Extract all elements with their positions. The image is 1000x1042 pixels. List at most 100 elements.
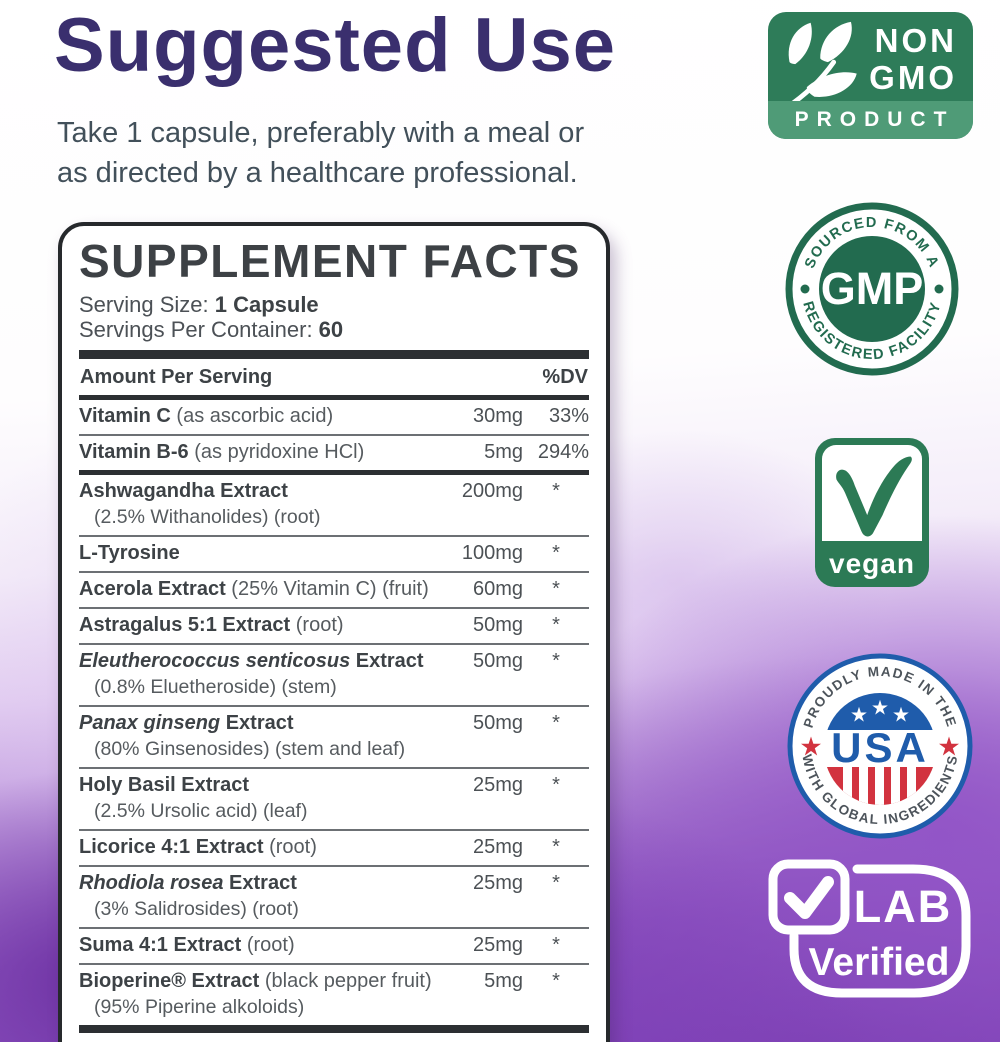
ingredient-name-line: Panax ginseng Extract (79, 711, 294, 734)
supplement-facts-panel: SUPPLEMENT FACTS Serving Size: 1 Capsule… (58, 222, 610, 1042)
facts-table: Vitamin C (as ascorbic acid) 30mg 33% Vi… (79, 400, 589, 1025)
table-row: Acerola Extract (25% Vitamin C) (fruit) … (79, 573, 589, 609)
ingredient-dv: 33% (548, 404, 589, 427)
table-row: Licorice 4:1 Extract (root) 25mg * (79, 831, 589, 867)
divider-medium (79, 394, 589, 400)
ingredient-name: Licorice 4:1 Extract (root) (79, 836, 437, 859)
ingredient-amount: 50mg (472, 711, 523, 734)
gmp-badge: SOURCED FROM A REGISTERED FACILITY GMP (785, 202, 959, 376)
table-row: Suma 4:1 Extract (root) 25mg * (79, 929, 589, 965)
ingredient-name: Rhodiola rosea Extract (3% Salidrosides)… (79, 872, 437, 921)
ingredient-dv: * (552, 773, 560, 796)
facts-title: SUPPLEMENT FACTS (79, 235, 581, 287)
verified-text: Verified (809, 941, 950, 984)
suggested-use-line2: as directed by a healthcare professional… (57, 157, 578, 189)
made-in-usa-badge: USA PROUDLY MADE IN THE WITH GLOBAL INGR… (787, 653, 973, 839)
ingredient-dv: * (552, 479, 560, 502)
non-gmo-text: NON GMO (869, 22, 957, 96)
column-amount-per-serving: Amount Per Serving (80, 365, 273, 388)
vegan-check-area (822, 445, 922, 541)
column-dv: %DV (542, 365, 588, 388)
ingredient-dv: * (552, 541, 560, 564)
table-row: Panax ginseng Extract (80% Ginsenosides)… (79, 707, 589, 769)
ingredient-name-line: Vitamin B-6 (as pyridoxine HCl) (79, 440, 365, 463)
ingredient-dv: * (552, 835, 560, 858)
ingredient-amount: 25mg (472, 871, 523, 894)
ingredient-name: Panax ginseng Extract (80% Ginsenosides)… (79, 712, 437, 761)
servings-per-container: Servings Per Container: 60 (79, 316, 344, 342)
lab-text: LAB (854, 881, 952, 932)
leaves-icon (783, 21, 857, 111)
ingredient-name-line: Bioperine® Extract (black pepper fruit) (79, 969, 432, 992)
ingredient-name-line: Suma 4:1 Extract (root) (79, 933, 295, 956)
ingredient-dv: * (552, 577, 560, 600)
ingredient-name: Bioperine® Extract (black pepper fruit) … (79, 970, 437, 1019)
ingredient-amount: 30mg (472, 404, 523, 427)
ingredient-detail: (0.8% Eluetheroside) (stem) (94, 675, 337, 698)
ingredient-amount: 25mg (472, 773, 523, 796)
ingredient-dv: * (552, 613, 560, 636)
ingredient-amount: 25mg (472, 835, 523, 858)
suggested-use-text: Take 1 capsule, preferably with a meal o… (57, 113, 584, 193)
ingredient-amount: 50mg (472, 649, 523, 672)
ingredient-amount: 200mg (461, 479, 523, 502)
ingredient-amount: 5mg (484, 440, 523, 463)
ingredient-dv: * (552, 711, 560, 734)
ingredient-detail: (2.5% Withanolides) (root) (94, 505, 321, 528)
ingredient-name: Eleutherococcus senticosus Extract (0.8%… (79, 650, 437, 699)
gmp-center-text: GMP (821, 263, 924, 314)
ingredient-name: Astragalus 5:1 Extract (root) (79, 614, 437, 637)
table-row: Bioperine® Extract (black pepper fruit) … (79, 965, 589, 1025)
ingredient-name-line: L-Tyrosine (79, 541, 180, 564)
ingredient-amount: 25mg (472, 933, 523, 956)
ingredient-name: Holy Basil Extract (2.5% Ursolic acid) (… (79, 774, 437, 823)
ingredient-name-line: Holy Basil Extract (79, 773, 250, 796)
table-row: L-Tyrosine 100mg * (79, 537, 589, 573)
ingredient-name-line: Vitamin C (as ascorbic acid) (79, 404, 334, 427)
check-icon (784, 876, 834, 919)
ingredient-name-line: Rhodiola rosea Extract (79, 871, 297, 894)
ingredient-name-line: Licorice 4:1 Extract (root) (79, 835, 317, 858)
serving-size: Serving Size: 1 Capsule (79, 291, 319, 317)
ingredient-name-line: Eleutherococcus senticosus Extract (79, 649, 424, 672)
bubble-outline (789, 864, 971, 998)
lab-verified-badge: LAB Verified (768, 859, 971, 998)
product-strip: PRODUCT (768, 101, 973, 139)
suggested-use-line1: Take 1 capsule, preferably with a meal o… (57, 117, 585, 149)
ingredient-name-line: Ashwagandha Extract (79, 479, 288, 502)
usa-center-text: USA (831, 724, 929, 771)
ingredient-name: Acerola Extract (25% Vitamin C) (fruit) (79, 578, 437, 601)
divider-thick (79, 349, 589, 359)
ingredient-detail: (2.5% Ursolic acid) (leaf) (94, 799, 308, 822)
checkbox-icon (768, 859, 850, 935)
ingredient-dv: * (552, 871, 560, 894)
divider-thick (79, 1024, 589, 1033)
table-row: Vitamin B-6 (as pyridoxine HCl) 5mg 294% (79, 436, 589, 475)
ingredient-name: Vitamin C (as ascorbic acid) (79, 405, 437, 428)
ingredient-name-line: Astragalus 5:1 Extract (root) (79, 613, 344, 636)
ingredient-name: Vitamin B-6 (as pyridoxine HCl) (79, 441, 437, 464)
ingredient-amount: 50mg (472, 613, 523, 636)
vegan-badge: vegan (815, 438, 929, 587)
table-row: Eleutherococcus senticosus Extract (0.8%… (79, 645, 589, 707)
table-row: Ashwagandha Extract (2.5% Withanolides) … (79, 475, 589, 537)
ingredient-amount: 100mg (461, 541, 523, 564)
ingredient-dv: * (552, 649, 560, 672)
vegan-label: vegan (829, 548, 915, 579)
ingredient-name-line: Acerola Extract (25% Vitamin C) (fruit) (79, 577, 429, 600)
table-row: Holy Basil Extract (2.5% Ursolic acid) (… (79, 769, 589, 831)
ingredient-amount: 5mg (484, 969, 523, 992)
page-title: Suggested Use (54, 3, 617, 88)
ingredient-amount: 60mg (472, 577, 523, 600)
non-gmo-badge: NON GMO PRODUCT (768, 12, 973, 139)
daily-value-footnote: *Daily Value (DV) not established (79, 1033, 589, 1042)
facts-table-header: Amount Per Serving %DV (79, 359, 589, 395)
table-row: Vitamin C (as ascorbic acid) 30mg 33% (79, 400, 589, 436)
table-row: Astragalus 5:1 Extract (root) 50mg * (79, 609, 589, 645)
ingredient-name: Ashwagandha Extract (2.5% Withanolides) … (79, 480, 437, 529)
ingredient-dv: * (552, 933, 560, 956)
ingredient-detail: (3% Salidrosides) (root) (94, 897, 299, 920)
ingredient-detail: (95% Piperine alkoloids) (94, 995, 305, 1018)
ingredient-detail: (80% Ginsenosides) (stem and leaf) (94, 737, 406, 760)
